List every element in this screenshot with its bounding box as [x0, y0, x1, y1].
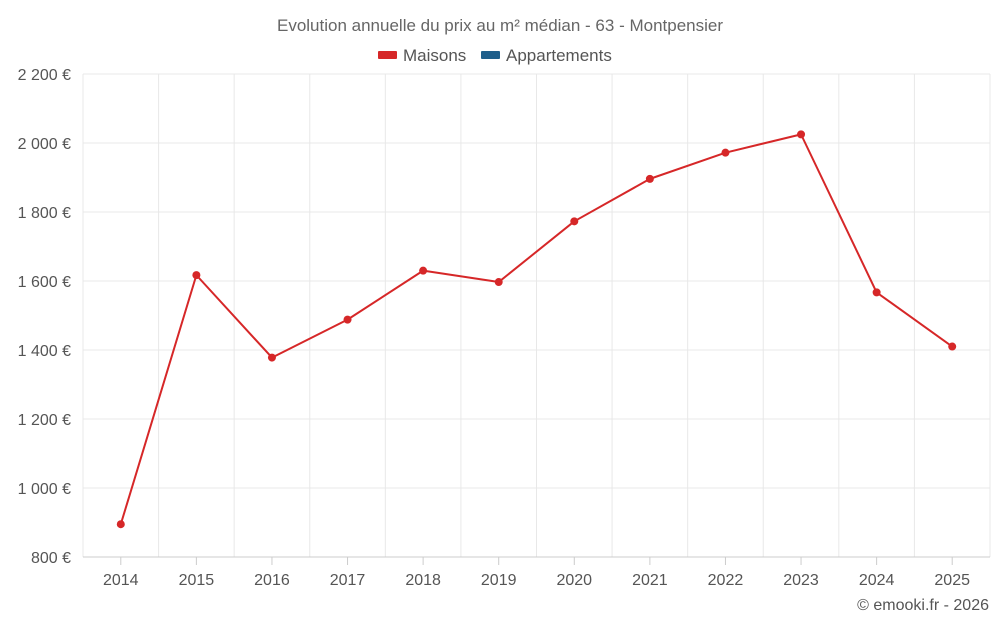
- data-point-maisons-2020: [570, 217, 579, 226]
- chart-title: Evolution annuelle du prix au m² médian …: [277, 16, 723, 35]
- x-tick-label: 2022: [708, 572, 744, 589]
- grid: [82, 73, 991, 557]
- y-tick-label: 1 000 €: [18, 481, 71, 498]
- credit[interactable]: © emooki.fr - 2026: [857, 597, 989, 614]
- data-point-maisons-2018: [419, 266, 428, 275]
- x-tick-label: 2020: [556, 572, 592, 589]
- y-tick-label: 1 800 €: [18, 205, 71, 222]
- x-tick-label: 2014: [103, 572, 139, 589]
- y-tick-label: 1 600 €: [18, 274, 71, 291]
- x-tick-label: 2016: [254, 572, 290, 589]
- x-tick-label: 2017: [330, 572, 366, 589]
- y-tick-label: 1 200 €: [18, 412, 71, 429]
- y-tick-label: 2 000 €: [18, 136, 71, 153]
- data-point-maisons-2021: [645, 174, 654, 183]
- data-point-maisons-2015: [192, 271, 201, 280]
- legend-label-appartements: Appartements: [506, 46, 612, 65]
- data-point-maisons-2019: [494, 278, 503, 287]
- legend-swatch-appartements: [481, 51, 500, 59]
- data-point-maisons-2024: [872, 288, 881, 297]
- y-tick-label: 2 200 €: [18, 67, 71, 84]
- data-point-maisons-2014: [116, 520, 125, 529]
- legend-item-appartements[interactable]: Appartements: [481, 46, 612, 65]
- series-line-maisons: [119, 133, 953, 525]
- data-point-maisons-2023: [797, 130, 806, 139]
- data-point-maisons-2022: [721, 148, 730, 157]
- data-point-maisons-2025: [948, 342, 957, 351]
- y-tick-label: 1 400 €: [18, 343, 71, 360]
- axes: 800 € 1 000 € 1 200 € 1 400 € 1 600 € 1 800 €…: [18, 67, 990, 589]
- legend: Maisons Appartements: [378, 46, 612, 65]
- x-tick-label: 2024: [859, 572, 895, 589]
- legend-swatch-maisons: [378, 51, 397, 59]
- series: [116, 130, 957, 529]
- data-point-maisons-2016: [267, 353, 276, 362]
- x-tick-label: 2019: [481, 572, 517, 589]
- x-tick-label: 2021: [632, 572, 668, 589]
- y-tick-label: 800 €: [31, 550, 71, 567]
- data-point-maisons-2017: [343, 315, 352, 324]
- x-tick-label: 2023: [783, 572, 819, 589]
- legend-item-maisons[interactable]: Maisons: [378, 46, 466, 65]
- x-tick-label: 2018: [405, 572, 441, 589]
- x-tick-label: 2025: [934, 572, 970, 589]
- legend-label-maisons: Maisons: [403, 46, 466, 65]
- x-tick-label: 2015: [179, 572, 215, 589]
